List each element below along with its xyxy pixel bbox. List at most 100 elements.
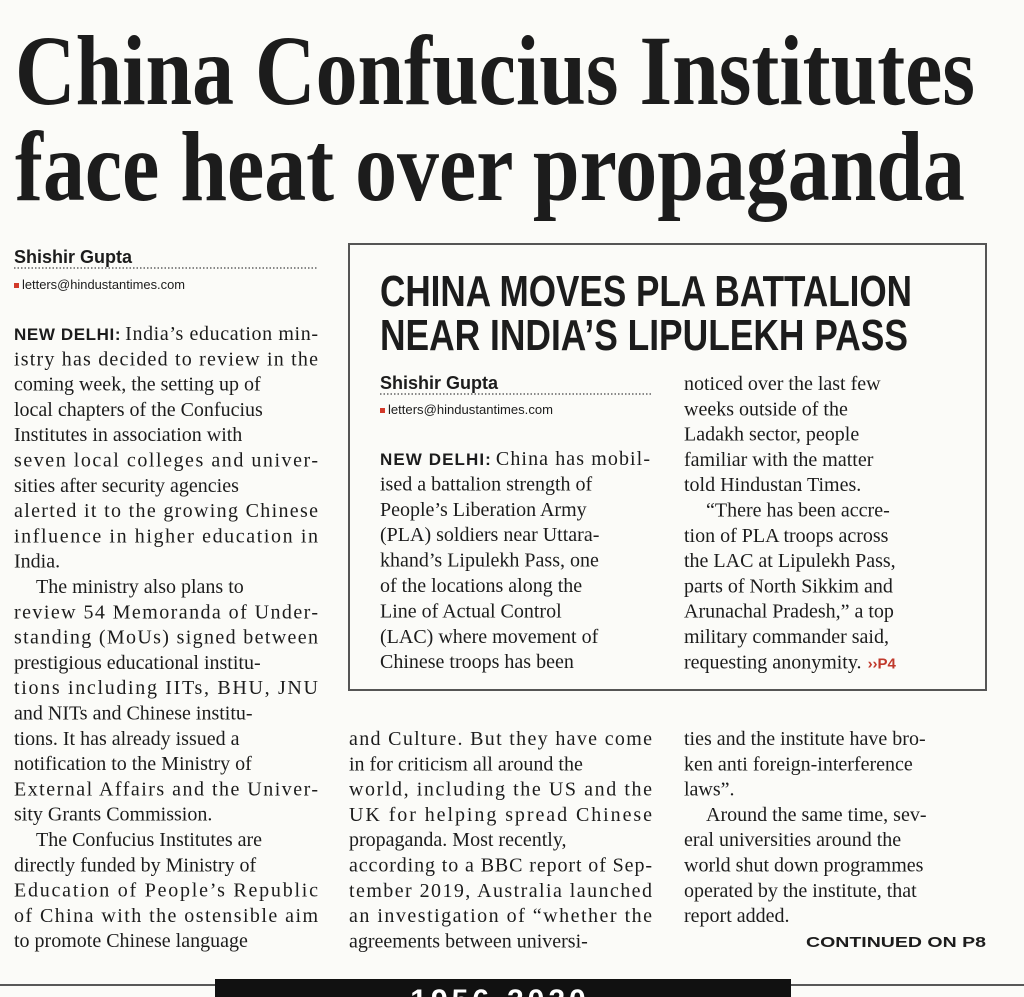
body-line: local chapters of the Confucius: [14, 399, 263, 421]
body-line: khand’s Lipulekh Pass, one: [380, 550, 599, 572]
body-text: eral universities around the: [684, 829, 901, 851]
body-text: People’s Liberation Army: [380, 499, 587, 521]
body-text: the LAC at Lipulekh Pass,: [684, 550, 896, 572]
body-line: (PLA) soldiers near Uttara-: [380, 524, 599, 546]
body-text: notification to the Ministry of: [14, 753, 252, 775]
body-text: world shut down programmes: [684, 855, 924, 877]
body-line: NEW DELHI: China has mobil-: [380, 448, 650, 470]
body-text: an investigation of “whether the: [349, 905, 652, 927]
body-line: and Culture. But they have come: [349, 728, 652, 750]
body-line: eral universities around the: [684, 829, 901, 851]
body-text: to promote Chinese language: [14, 930, 248, 952]
body-text: noticed over the last few: [684, 373, 881, 395]
body-line: according to a BBC report of Sep-: [349, 855, 652, 877]
dateline: NEW DELHI:: [14, 325, 121, 344]
body-line: Around the same time, sev-: [706, 804, 927, 826]
body-text: requesting anonymity.: [684, 651, 862, 673]
body-text: familiar with the matter: [684, 449, 874, 471]
body-text: standing (MoUs) signed between: [14, 627, 318, 649]
body-text: istry has decided to review in the: [14, 348, 318, 370]
dateline: NEW DELHI:: [380, 450, 491, 469]
body-line: ken anti foreign-interference: [684, 753, 913, 775]
body-text: UK for helping spread Chinese: [349, 804, 652, 826]
headline-line: China Confucius Institutes: [15, 15, 975, 126]
body-text: parts of North Sikkim and: [684, 575, 893, 597]
body-text: ties and the institute have bro-: [684, 728, 926, 750]
body-line: familiar with the matter: [684, 449, 874, 471]
body-line: prestigious educational institu-: [14, 652, 261, 674]
body-line: told Hindustan Times.: [684, 474, 861, 496]
body-text: khand’s Lipulekh Pass, one: [380, 550, 599, 572]
body-text: military commander said,: [684, 626, 889, 648]
body-line: External Affairs and the Univer-: [14, 778, 318, 800]
body-text: sities after security agencies: [14, 475, 239, 497]
body-line: report added.: [684, 905, 790, 927]
body-text: (PLA) soldiers near Uttara-: [380, 524, 599, 546]
byline: Shishir Gupta: [380, 373, 499, 393]
body-line: of the locations along the: [380, 575, 582, 597]
body-line: Arunachal Pradesh,” a top: [684, 601, 894, 623]
body-line: (LAC) where movement of: [380, 626, 599, 648]
box-headline-line: CHINA MOVES PLA BATTALION: [380, 267, 912, 316]
headline-line: face heat over propaganda: [15, 111, 965, 222]
body-line: coming week, the setting up of: [14, 374, 261, 396]
body-text: Chinese troops has been: [380, 651, 574, 673]
body-text: laws”.: [684, 779, 735, 801]
body-line: in for criticism all around the: [349, 753, 583, 775]
body-text: India.: [14, 551, 60, 573]
body-text: report added.: [684, 905, 790, 927]
body-line: India.: [14, 551, 60, 573]
continued-note: CONTINUED ON P8: [806, 934, 986, 951]
body-line: operated by the institute, that: [684, 880, 917, 902]
body-text: tions. It has already issued a: [14, 728, 240, 750]
body-line: review 54 Memoranda of Under-: [14, 601, 318, 623]
body-text: and NITs and Chinese institu-: [14, 703, 253, 725]
body-text: ken anti foreign-interference: [684, 753, 913, 775]
body-text: according to a BBC report of Sep-: [349, 855, 652, 877]
body-text: world, including the US and the: [349, 779, 652, 801]
body-text: coming week, the setting up of: [14, 374, 261, 396]
body-text: tions including IITs, BHU, JNU: [14, 677, 319, 699]
body-text: weeks outside of the: [684, 398, 848, 420]
body-line: propaganda. Most recently,: [349, 829, 567, 851]
body-text: seven local colleges and univer-: [14, 450, 318, 472]
footer-banner: [215, 979, 791, 997]
footer-banner-text: 1956-2020: [410, 984, 589, 997]
body-line: standing (MoUs) signed between: [14, 627, 318, 649]
body-line: world shut down programmes: [684, 855, 924, 877]
body-line: Line of Actual Control: [380, 600, 562, 622]
email-bullet: [380, 408, 385, 413]
body-text: Around the same time, sev-: [706, 804, 927, 826]
body-line: agreements between universi-: [349, 930, 588, 952]
body-line: requesting anonymity. ››P4: [684, 651, 897, 673]
body-text: India’s education min-: [125, 323, 318, 345]
email-bullet: [14, 283, 19, 288]
body-line: sities after security agencies: [14, 475, 239, 497]
body-line: sity Grants Commission.: [14, 804, 212, 826]
body-line: military commander said,: [684, 626, 889, 648]
body-line: Chinese troops has been: [380, 651, 574, 673]
body-text: “There has been accre-: [706, 500, 890, 522]
body-line: alerted it to the growing Chinese: [14, 500, 318, 522]
body-text: sity Grants Commission.: [14, 804, 212, 826]
body-line: noticed over the last few: [684, 373, 881, 395]
body-line: the LAC at Lipulekh Pass,: [684, 550, 896, 572]
body-line: Institutes in association with: [14, 424, 242, 446]
body-line: Ladakh sector, people: [684, 424, 859, 446]
body-line: UK for helping spread Chinese: [349, 804, 652, 826]
body-text: alerted it to the growing Chinese: [14, 500, 318, 522]
body-line: seven local colleges and univer-: [14, 450, 318, 472]
body-text: propaganda. Most recently,: [349, 829, 567, 851]
body-text: agreements between universi-: [349, 930, 588, 952]
body-line: weeks outside of the: [684, 398, 848, 420]
body-line: “There has been accre-: [706, 500, 890, 522]
body-text: operated by the institute, that: [684, 880, 917, 902]
body-text: China has mobil-: [496, 448, 650, 470]
body-text: (LAC) where movement of: [380, 626, 599, 648]
body-line: influence in higher education in: [14, 525, 318, 547]
email: letters@hindustantimes.com: [22, 277, 185, 292]
body-line: and NITs and Chinese institu-: [14, 703, 253, 725]
body-line: People’s Liberation Army: [380, 499, 587, 521]
jump-reference: ››P4: [868, 655, 897, 672]
